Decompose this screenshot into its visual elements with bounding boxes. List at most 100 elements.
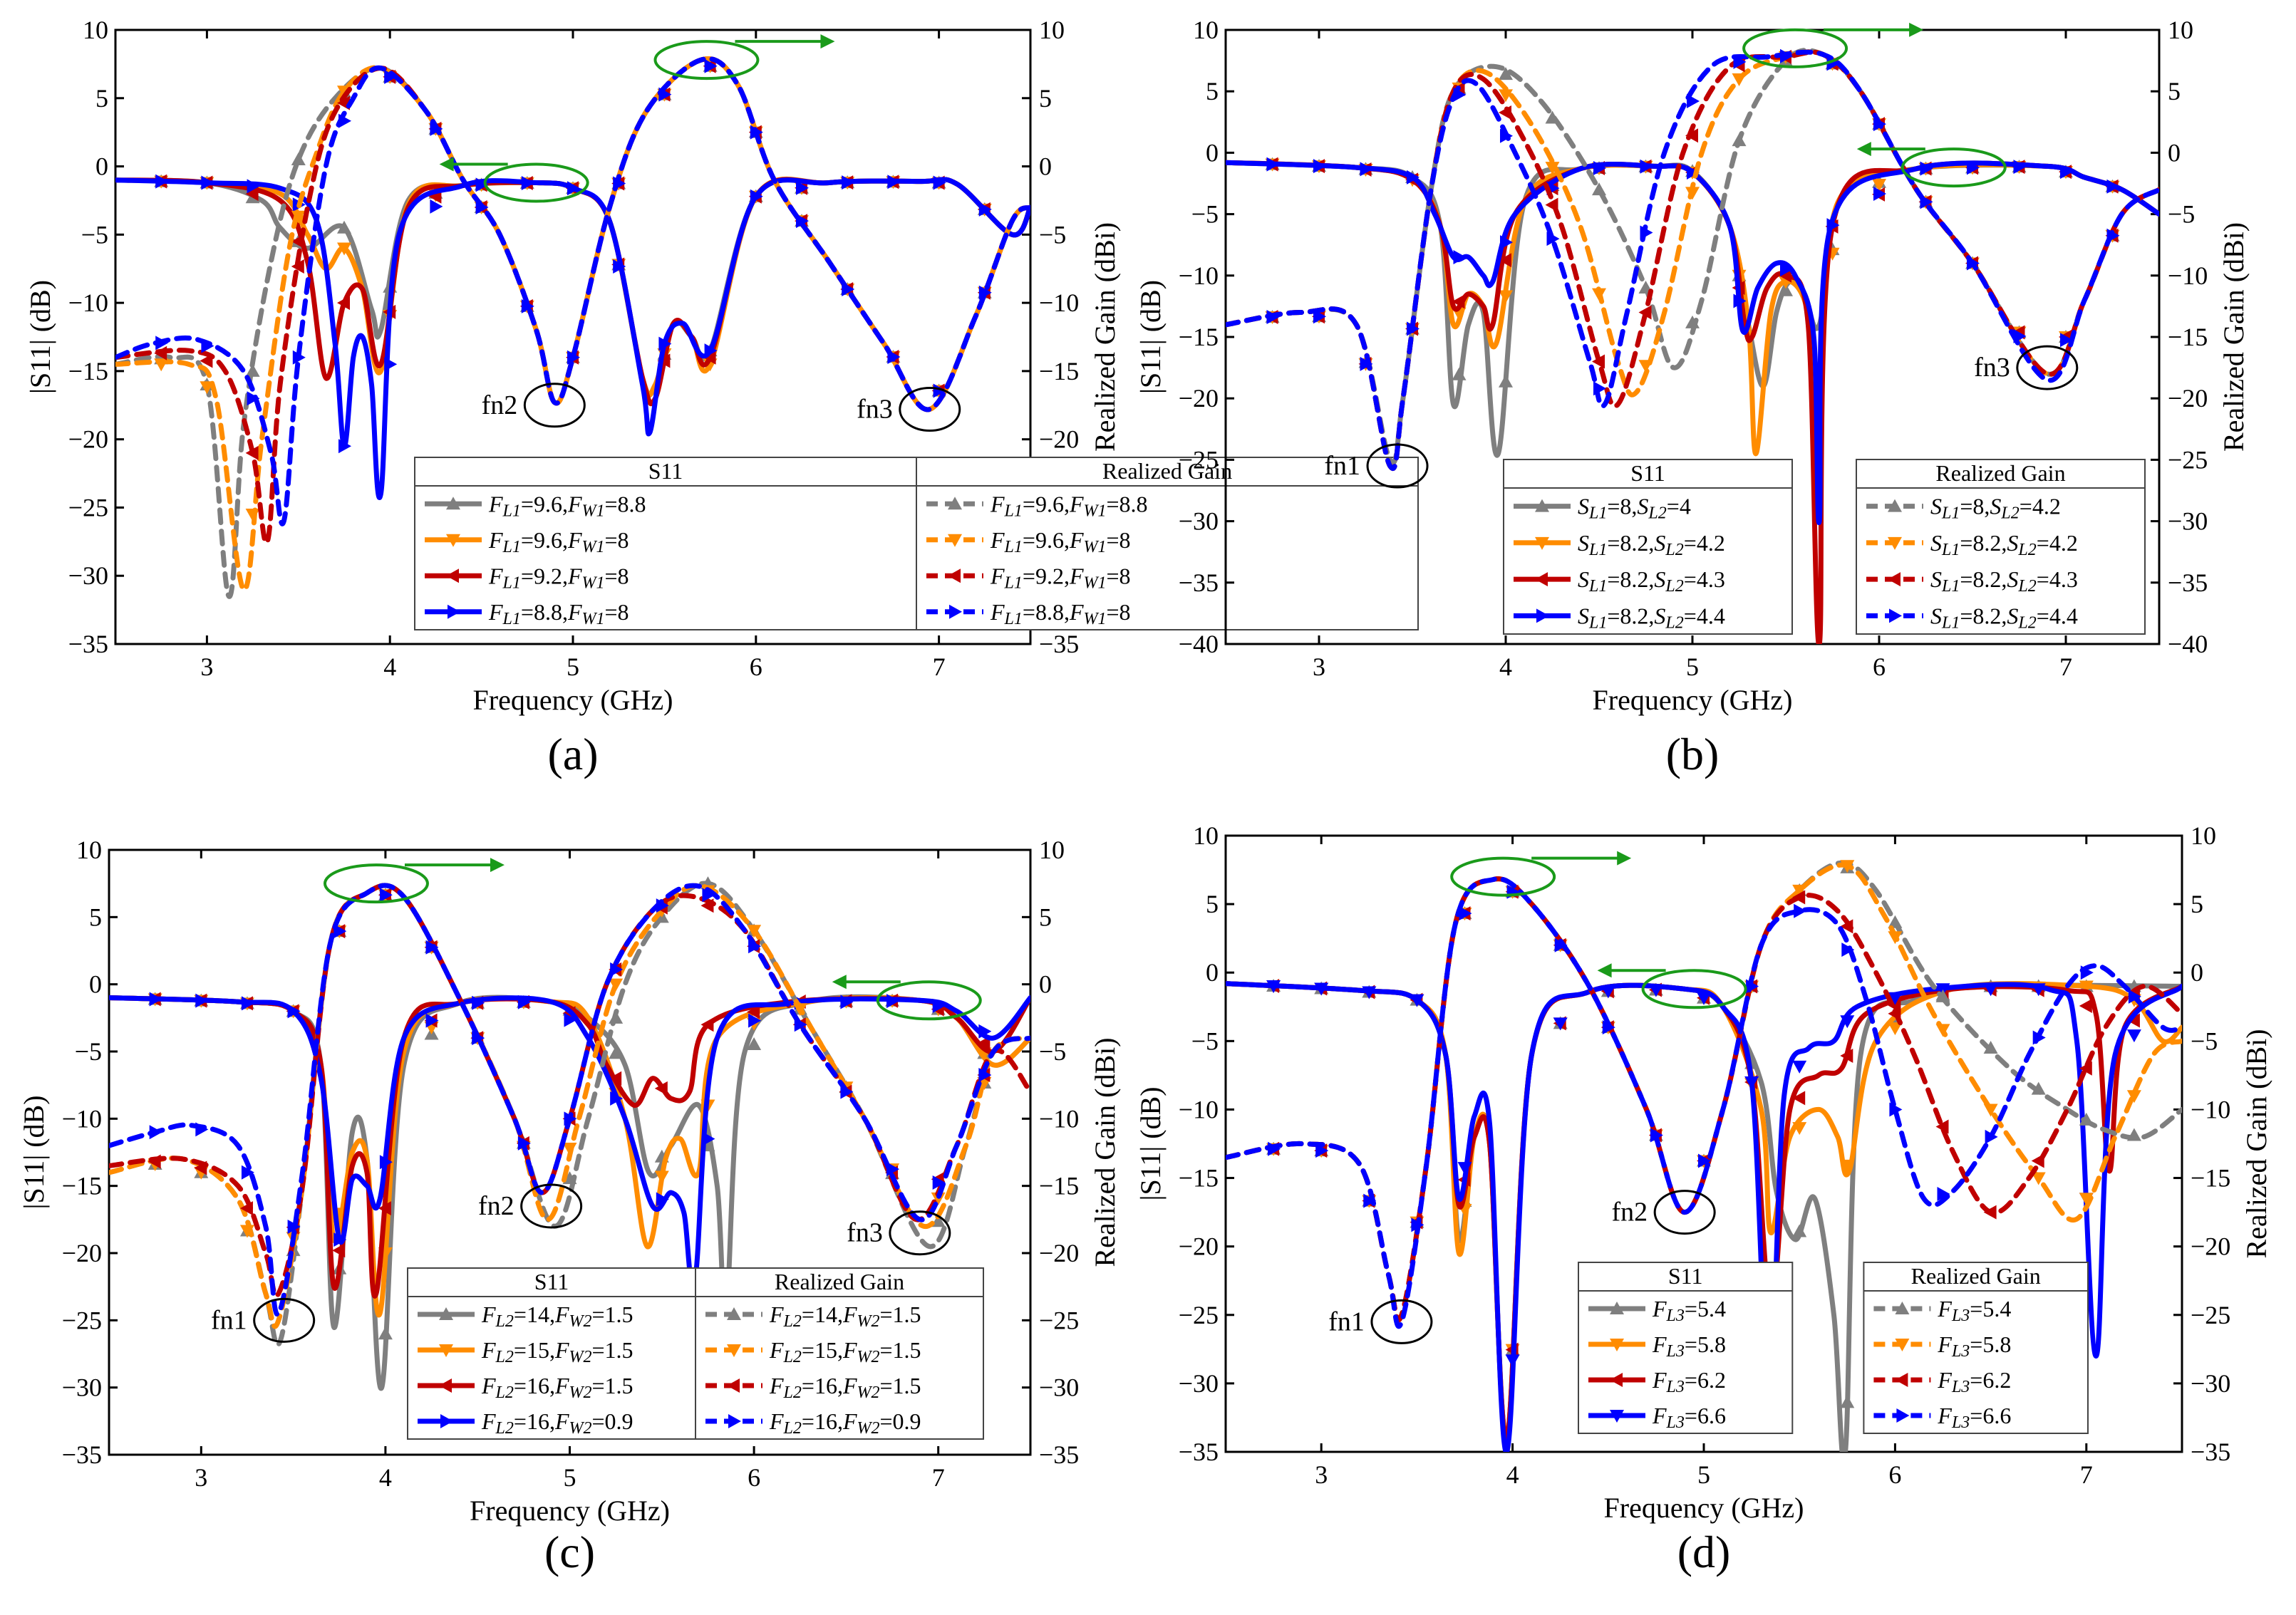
panel-d-data-point (2079, 1112, 2094, 1126)
panel-b-data-point (1826, 218, 1840, 233)
panel-b-legend-label: SL1=8,SL2=4.2 (1930, 494, 2061, 523)
panel-d-data-point (1792, 884, 1807, 898)
panel-b-ytick-right-label: −5 (2168, 200, 2195, 229)
panel-c-data-point (609, 1010, 624, 1024)
panel-d-data-point (1601, 985, 1615, 999)
panel-c-data-point (978, 1024, 992, 1039)
panel-d-data-point (1792, 1122, 1807, 1136)
panel-a-ytick-right-label: −10 (1039, 289, 1079, 317)
panel-d-data-point (1744, 1076, 1759, 1089)
panel-b-axis-indicator-ellipse (1901, 147, 2007, 188)
panel-a-xlabel: Frequency (GHz) (473, 684, 673, 716)
panel-c-data-point (472, 995, 485, 1010)
panel-b-data-point (1780, 262, 1793, 277)
panel-b-data-point (1453, 87, 1467, 102)
panel-d-legend-label-raw: FL3=6.2 (0, 0, 3, 1)
panel-c-data-point (517, 995, 531, 1009)
panel-d-ytick-label: −5 (1191, 1027, 1219, 1055)
panel-c-ytick-right-label: 0 (1039, 970, 1052, 999)
panel-d-data-point (1888, 915, 1903, 928)
panel-b-data-point (1545, 197, 1558, 212)
panel-b-data-point (1545, 110, 1560, 124)
panel-c-data-point (748, 1013, 762, 1028)
panel-d-series-line (1226, 876, 2182, 1329)
panel-a-annotation-ellipse (899, 387, 961, 432)
panel-a-ytick-label: −5 (81, 220, 108, 249)
panel-b-legend-label-raw: SL1=8.2,SL2=4.2 (0, 0, 6, 1)
panel-c-ytick-right-label: −5 (1039, 1037, 1066, 1066)
panel-c-data-point (562, 1142, 577, 1156)
panel-b-data-point (1733, 294, 1747, 308)
panel-b-legend-marker (1535, 572, 1548, 587)
panel-b-legend-label: SL1=8.2,SL2=4.2 (1578, 530, 1725, 559)
panel-c-annotation-label: fn2 (478, 1191, 514, 1221)
panel-a-xtick-label: 5 (567, 653, 579, 681)
panel-b-data-point (1685, 128, 1698, 143)
panel-d-data-point (1698, 1153, 1711, 1168)
panel-a-data-point (200, 381, 214, 395)
panel-b-data-point (1920, 161, 1933, 176)
panel-b-ytick-label: −10 (1179, 261, 1219, 290)
panel-b-legend-marker (1888, 536, 1902, 550)
panel-d-ytick-right-label: −30 (2191, 1369, 2230, 1398)
panel-a-data-point (337, 242, 351, 256)
panel-c-data-point (656, 1192, 669, 1207)
panel-c-legend-label-raw: FL2=14,FW2=1.5 (0, 0, 6, 1)
panel-c-data-point (700, 898, 714, 913)
panel-a-data-point (201, 175, 214, 190)
panel-a-legend-label-raw: FL1=8.8,FW1=8 (0, 0, 5, 1)
panel-a-data-point (750, 125, 763, 140)
panel-c-data-point (195, 993, 209, 1008)
panel-d-legend-label: FL3=5.8 (1652, 1331, 1726, 1361)
panel-d-xtick-label: 4 (1506, 1460, 1519, 1489)
panel-d-data-point (1602, 1020, 1615, 1035)
panel-c-ytick-right-label: −35 (1039, 1440, 1079, 1469)
panel-b-xtick-label: 3 (1313, 653, 1325, 681)
panel-c-data-point (932, 1175, 946, 1190)
panel-c-data-point (886, 1162, 900, 1177)
panel-a-ylabel-right: Realized Gain (dBi) (1089, 222, 1121, 452)
panel-a-legend-label: FL1=8.8,FW1=8 (990, 599, 1131, 628)
panel-c-ytick-right-label: 10 (1039, 836, 1065, 864)
panel-c-data-point (794, 1017, 807, 1032)
panel-b-series-line (1226, 160, 2159, 644)
panel-d-axis-indicator-ellipse (1641, 969, 1747, 1009)
panel-c-data-point (840, 1084, 854, 1099)
panel-b-series-gain-4 (1226, 48, 2159, 465)
panel-d-data-point (2079, 980, 2094, 994)
panel-b-legend-label: SL1=8.2,SL2=4.2 (1930, 530, 2078, 559)
panel-c-data-point (287, 1219, 301, 1234)
panel-d-data-point (1553, 1017, 1568, 1031)
panel-d-data-point (1935, 1119, 1949, 1134)
panel-a-legend-head: Realized Gain (1102, 458, 1232, 484)
panel-c-series-line (109, 883, 1030, 1317)
panel-b-legend-marker (1535, 536, 1549, 550)
panel-b-data-point (1545, 162, 1560, 175)
panel-d-legend-label-raw: FL3=6.2 (0, 0, 3, 1)
panel-a-data-point (658, 87, 672, 102)
panel-a-annotation-ellipse (523, 383, 586, 428)
panel-b-legend-label-raw: SL1=8.2,SL2=4.4 (0, 0, 6, 1)
panel-b-data-point (1873, 187, 1886, 202)
panel-c-data-point (241, 1165, 254, 1180)
panel-d-legend-marker (1610, 1339, 1624, 1351)
panel-b-ytick-label: −5 (1191, 200, 1219, 229)
panel-c-legend-head: Realized Gain (775, 1269, 904, 1294)
panel-b-data-point (1685, 187, 1700, 200)
panel-c-data-point (287, 1004, 301, 1019)
panel-b-data-point (1266, 309, 1280, 324)
panel-b-ytick-label: −20 (1179, 384, 1219, 412)
panel-c-data-point (149, 1125, 162, 1140)
panel-b-data-point (1407, 170, 1420, 185)
panel-d-data-point (1410, 994, 1424, 1007)
panel-a-legend-label: FL1=9.6,FW1=8 (990, 527, 1131, 556)
panel-c-legend-marker (439, 1344, 453, 1357)
panel-d-data-point (2126, 1128, 2141, 1141)
panel-b-data-point (1593, 160, 1606, 175)
panel-b-legend-label-raw: SL1=8,SL2=4.2 (0, 0, 5, 1)
panel-d-data-point (2128, 989, 2141, 1004)
panel-d-legend-label: FL3=6.6 (1652, 1403, 1726, 1432)
panel-d-legend-label-raw: FL3=5.4 (0, 0, 3, 1)
panel-d-legend-label: FL3=5.4 (1652, 1296, 1726, 1325)
panel-a-data-point (796, 214, 809, 229)
